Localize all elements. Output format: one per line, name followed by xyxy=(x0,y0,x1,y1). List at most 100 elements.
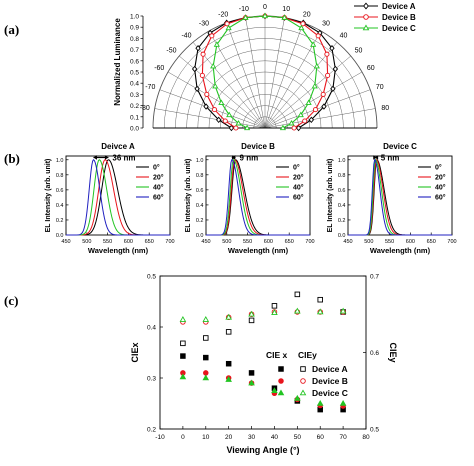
shift-annotation: 9 nm xyxy=(240,154,259,163)
cie-point-device-c-ciex xyxy=(179,373,187,380)
x-tick-label: 550 xyxy=(385,239,394,245)
polar-spoke xyxy=(245,17,266,129)
polar-point-device-c xyxy=(313,62,320,69)
y-axis-label: EL Intensity (arb. unit) xyxy=(327,159,334,233)
y-tick-label: 0.8 xyxy=(196,173,204,179)
x-tick-label: 550 xyxy=(243,239,252,245)
y-tick-label: 0.4 xyxy=(338,203,346,209)
x-tick-label: 450 xyxy=(343,239,352,245)
x-axis-label: Viewing Angle (°) xyxy=(226,445,299,455)
polar-point-device-b xyxy=(222,118,228,124)
polar-point-device-c xyxy=(298,24,305,31)
polar-point-device-c xyxy=(212,82,219,89)
polar-spoke xyxy=(208,30,266,129)
legend-label-40: 40° xyxy=(435,184,446,192)
y-tick-label: 0.4 xyxy=(147,325,156,332)
x-tick-label: 50 xyxy=(294,434,302,441)
polar-point-device-a xyxy=(195,44,201,52)
panel-label-c: (c) xyxy=(4,293,18,308)
x-tick-label: 70 xyxy=(339,434,347,441)
radial-tick-label: 0.3 xyxy=(130,92,139,99)
x-tick-label: 500 xyxy=(364,239,373,245)
polar-point-device-c xyxy=(305,99,312,105)
legend-marker-device-b xyxy=(363,14,369,20)
y2-tick-label: 0.5 xyxy=(370,427,379,434)
cie-point-device-c-ciey xyxy=(294,307,301,314)
polar-spoke xyxy=(226,22,266,129)
polar-point-device-b xyxy=(320,91,326,97)
cie-point-device-a-ciey xyxy=(294,291,301,298)
polar-point-device-b xyxy=(315,33,321,39)
radial-tick-label: 0.0 xyxy=(130,126,139,133)
angle-tick-label: 60 xyxy=(367,65,375,72)
y-tick-label: 0.0 xyxy=(338,233,346,239)
polar-point-device-a xyxy=(203,103,209,110)
polar-point-device-b xyxy=(312,107,319,113)
polar-spoke xyxy=(167,71,266,129)
polar-point-device-b xyxy=(300,21,306,27)
polar-point-device-c xyxy=(279,124,287,131)
legend-label-0: 0° xyxy=(435,164,442,172)
spectrum-title: Device C xyxy=(383,142,417,151)
polar-spoke xyxy=(154,108,266,129)
polar-point-device-b xyxy=(199,72,205,78)
x-tick-label: 20 xyxy=(225,434,233,441)
x-tick-label: 650 xyxy=(285,239,294,245)
legend-header-ciex: CIE x xyxy=(266,350,288,360)
legend-marker-open-device-a xyxy=(300,366,306,372)
cie-point-device-c-ciey xyxy=(179,316,187,322)
polar-point-device-c xyxy=(242,14,249,20)
arrow-head-right xyxy=(232,155,236,160)
radial-tick-label: 0.9 xyxy=(130,25,139,32)
arrow-head-right xyxy=(104,155,109,160)
angle-tick-label: -70 xyxy=(145,84,155,91)
legend-label-60: 60° xyxy=(293,194,304,202)
polar-point-device-a xyxy=(321,103,327,110)
polar-point-device-c xyxy=(213,41,220,47)
y-tick-label: 0.0 xyxy=(196,233,204,239)
polar-point-device-c xyxy=(261,12,269,19)
cie-scatter-plot: -10 0 10 20 30 40 50 60 70 80 0.2 0.3 0.4 0.5 0.5 0.6 0.… xyxy=(130,274,398,456)
cie-point-device-a-ciex xyxy=(225,360,232,367)
x-tick-label: 600 xyxy=(264,239,273,245)
y-axis-label: EL Intensity (arb. unit) xyxy=(185,159,192,233)
legend-label-device-b: Device B xyxy=(312,376,348,386)
polar-y-axis-label: Normalized Luminance xyxy=(113,18,122,106)
angle-tick-label: -30 xyxy=(199,20,209,27)
angle-tick-label: -50 xyxy=(166,48,176,55)
polar-point-device-b xyxy=(204,91,210,97)
legend-label-40: 40° xyxy=(153,184,164,192)
angle-tick-label: -10 xyxy=(239,6,249,13)
polar-point-device-c xyxy=(218,99,225,105)
spectrum-title: Deivce A xyxy=(101,142,135,151)
y-tick-label: 0.2 xyxy=(338,218,346,224)
y-tick-label: 0.2 xyxy=(56,218,64,224)
legend-label-device-c: Device C xyxy=(312,388,348,398)
radial-tick-label: 1.0 xyxy=(130,14,139,21)
angle-tick-label: 0 xyxy=(263,4,267,11)
shift-annotation: 5 nm xyxy=(381,154,400,163)
polar-angle-tick-labels: -80 -70 -60 -50 -40 -30 -20 -10 0 10 20 30 40 50 60 70 8… xyxy=(140,4,390,112)
y-tick-label: 0.5 xyxy=(147,274,156,281)
polar-point-device-c xyxy=(235,120,242,126)
cie-point-device-a-ciey xyxy=(271,303,278,309)
legend-marker-filled-device-a xyxy=(278,366,284,372)
radial-tick-label: 0.4 xyxy=(130,81,139,88)
x-tick-label: 60 xyxy=(317,434,325,441)
polar-spoke xyxy=(264,71,363,129)
y-tick-label: 1.0 xyxy=(196,158,204,164)
legend-marker-open-device-c xyxy=(299,389,307,396)
legend-label-0: 0° xyxy=(293,164,300,172)
x-tick-label: 700 xyxy=(447,239,456,245)
legend-marker-device-c xyxy=(362,24,370,31)
polar-point-device-c xyxy=(225,24,232,31)
polar-point-device-b xyxy=(209,33,215,39)
polar-point-device-c xyxy=(310,41,317,47)
radial-tick-label: 0.8 xyxy=(130,36,139,43)
spectrum-panel-device-a: Deivce A 450 500 550 600 650 700 0.0 0.2 0.4 0.6 0.… xyxy=(45,142,175,255)
x-tick-label: 650 xyxy=(427,239,436,245)
polar-radial-axis: 0.0 0.1 0.2 0.3 0.4 0.5 0.6 0.7 0.8 0.9 1.0 xyxy=(130,14,144,133)
polar-spoke xyxy=(264,108,376,129)
y-tick-label: 0.6 xyxy=(338,188,346,194)
legend-label-20: 20° xyxy=(293,174,304,182)
